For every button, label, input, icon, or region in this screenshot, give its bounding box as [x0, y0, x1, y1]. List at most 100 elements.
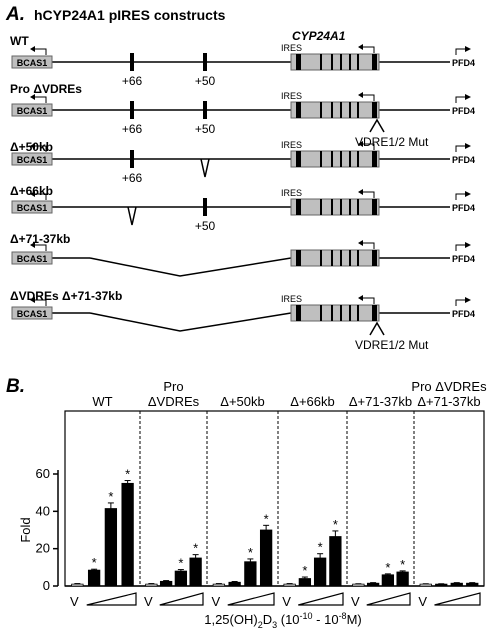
enhancer-mark	[203, 101, 207, 119]
bar	[396, 571, 409, 587]
construct-name: ΔVDREs Δ+71-37kb	[10, 289, 122, 303]
exon-block	[340, 102, 342, 118]
construct-map: WT BCAS1 IRES PFD4 +66 +50 Pro ΔVDREs BCAS1 IRES…	[10, 34, 475, 352]
pfd4-arrow	[455, 145, 466, 152]
exon-block	[357, 102, 359, 118]
vehicle-label: V	[144, 594, 153, 609]
exon-block	[372, 151, 377, 167]
vehicle-label: V	[212, 594, 221, 609]
pfd4-label: PFD4	[452, 254, 475, 264]
pfd4-arrow	[455, 244, 466, 251]
significance-star: *	[302, 563, 307, 578]
significance-star: *	[333, 517, 338, 532]
exon-block	[296, 151, 301, 167]
cyp24a1-arrow	[362, 46, 375, 53]
bar	[244, 561, 257, 587]
construct-name: Pro ΔVDREs	[10, 82, 82, 96]
bar	[71, 583, 84, 587]
bar	[352, 583, 365, 587]
exon-block	[320, 305, 322, 321]
pfd4-arrow	[455, 48, 466, 55]
ires-label: IRES	[281, 91, 302, 101]
y-axis-title: Fold	[18, 517, 33, 542]
exon-block	[320, 250, 322, 266]
exon-block	[349, 102, 351, 118]
bcas1-label: BCAS1	[17, 106, 48, 116]
pfd4-label: PFD4	[452, 106, 475, 116]
vehicle-label: V	[418, 594, 427, 609]
bcas1-label: BCAS1	[17, 309, 48, 319]
significance-star: *	[92, 555, 97, 570]
bar-chart: 0 20 40 60 Fold WT Pro ΔVDREs Δ+50kb Δ+66kb Δ+71-3…	[18, 379, 487, 628]
bar	[366, 582, 380, 587]
significance-star: *	[385, 560, 390, 575]
deletion-notch	[200, 158, 210, 178]
bar	[212, 583, 226, 587]
group-label: Δ+50kb	[220, 394, 264, 409]
vdre-mut-marker	[369, 321, 385, 336]
exon-block	[349, 199, 351, 215]
ires-label: IRES	[281, 140, 302, 150]
cyp24a1-box	[290, 150, 380, 168]
ires-label: IRES	[281, 188, 302, 198]
bcas1-arrow	[34, 145, 47, 152]
group-label: Δ+71-37kb	[349, 394, 412, 409]
cyp24a1-arrow	[362, 297, 375, 304]
bar	[259, 529, 273, 587]
enhancer-mark	[130, 53, 134, 71]
bar	[104, 508, 118, 587]
bar	[313, 557, 327, 587]
enhancer-mark	[203, 53, 207, 71]
significance-star: *	[248, 545, 253, 560]
ires-label: IRES	[281, 43, 302, 53]
construct-name: WT	[10, 34, 29, 48]
vehicle-label: V	[70, 594, 79, 609]
exon-block	[349, 54, 351, 70]
cyp24a1-arrow	[362, 242, 375, 249]
bcas1-box	[11, 152, 53, 166]
bcas1-box	[11, 306, 53, 320]
bcas1-arrowhead	[30, 191, 35, 197]
bcas1-label: BCAS1	[17, 254, 48, 264]
bcas1-arrow	[34, 244, 47, 251]
construct-row: Pro ΔVDREs BCAS1 IRES PFD4 +66 +50 VDRE1/2 Mut	[10, 82, 475, 149]
exon-block	[340, 151, 342, 167]
exon-block	[331, 151, 333, 167]
construct-row: ΔVDREs Δ+71-37kb BCAS1 IRES PFD4 VDRE1/2 Mut	[10, 289, 475, 352]
exon-block	[331, 250, 333, 266]
bcas1-box	[11, 55, 53, 69]
vdre-mut-marker	[369, 118, 385, 133]
group-label: Pro ΔVDREs Δ+71-37kb	[411, 379, 487, 409]
bar	[283, 583, 296, 587]
bcas1-box	[11, 200, 53, 214]
pfd4-label: PFD4	[452, 58, 475, 68]
bar	[145, 583, 158, 587]
enhancer-mark	[203, 198, 207, 216]
enhancer-label: +66	[122, 74, 143, 88]
y-tick-label: 40	[36, 503, 50, 518]
group-label: WT	[92, 394, 112, 409]
bcas1-arrow	[34, 96, 47, 103]
cyp24a1-arrowhead	[358, 92, 363, 98]
enhancer-label: +66	[122, 171, 143, 185]
exon-block	[349, 250, 351, 266]
bar	[381, 574, 395, 587]
enhancer-mark	[130, 101, 134, 119]
cyp24a1-arrow	[362, 143, 375, 150]
bcas1-label: BCAS1	[17, 203, 48, 213]
cyp24a1-box	[290, 249, 380, 267]
construct-row: Δ+71-37kb BCAS1 PFD4	[10, 232, 475, 277]
bcas1-box	[11, 251, 53, 265]
bcas1-label: BCAS1	[17, 58, 48, 68]
exon-block	[372, 54, 377, 70]
dose-wedge	[434, 592, 481, 606]
exon-block	[331, 305, 333, 321]
dose-wedge	[159, 592, 204, 606]
exon-block	[331, 102, 333, 118]
exon-block	[340, 54, 342, 70]
dose-wedge	[86, 592, 137, 606]
dose-wedge	[298, 592, 344, 606]
cyp24a1-arrow	[362, 94, 375, 101]
